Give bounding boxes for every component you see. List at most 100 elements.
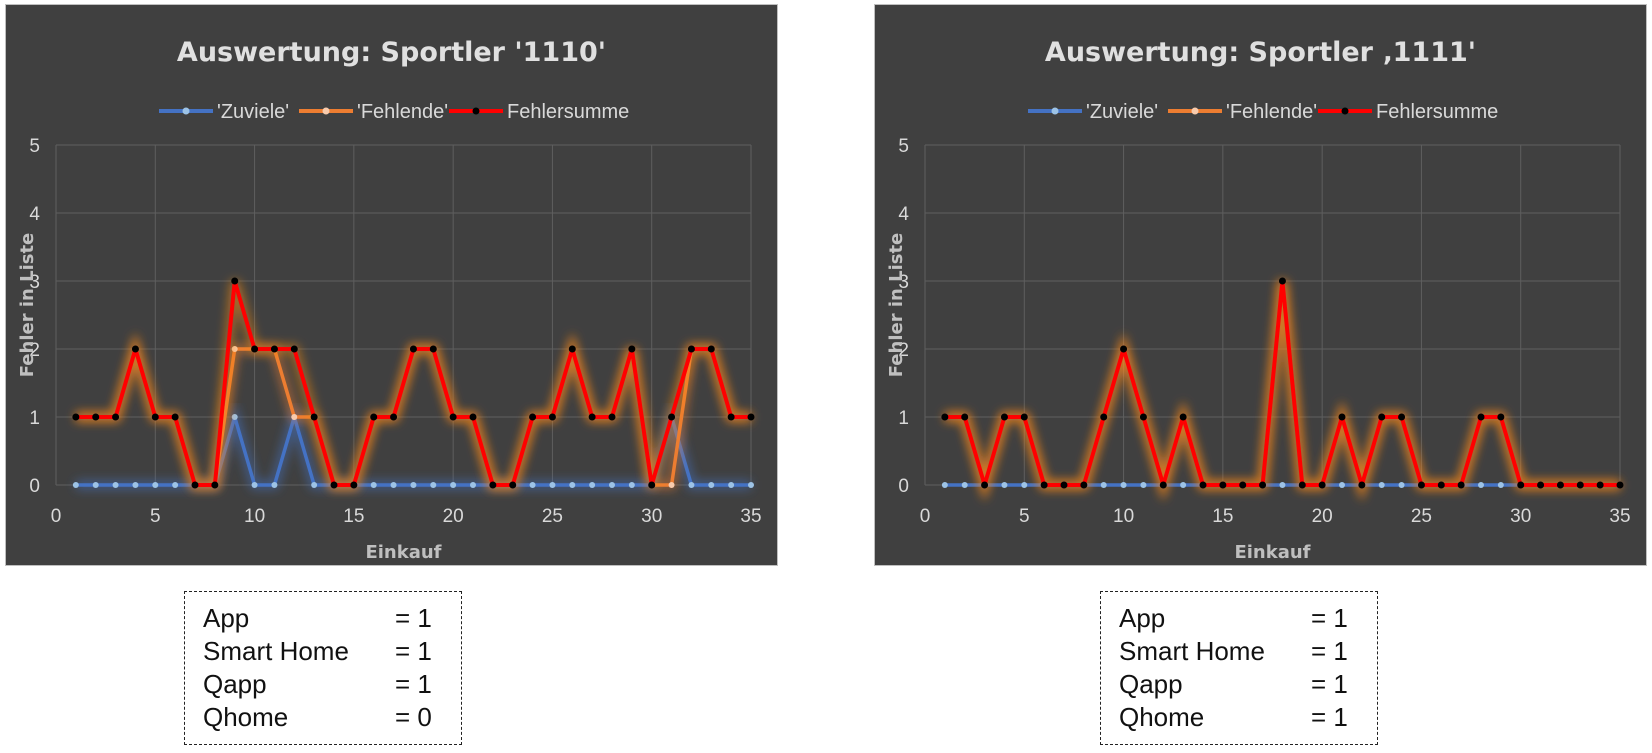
data-point bbox=[1060, 481, 1068, 489]
data-point bbox=[1478, 482, 1484, 488]
y-axis-label: Fehler in Liste bbox=[886, 233, 907, 378]
legend-label: Fehlersumme bbox=[1376, 101, 1498, 123]
data-point bbox=[92, 482, 99, 488]
data-point bbox=[231, 277, 239, 285]
y-tick-label: 4 bbox=[898, 204, 909, 225]
data-point bbox=[1457, 481, 1465, 489]
data-point bbox=[429, 345, 437, 353]
data-point bbox=[1021, 482, 1028, 488]
legend-entry: Fehlersumme bbox=[1318, 101, 1498, 123]
data-point bbox=[132, 482, 139, 488]
data-point bbox=[529, 482, 536, 488]
data-point bbox=[231, 414, 238, 420]
data-point bbox=[1179, 413, 1187, 421]
x-tick-label: 10 bbox=[1113, 506, 1134, 527]
data-point bbox=[1139, 413, 1147, 421]
data-point bbox=[668, 482, 675, 488]
settings-row-qhome: Qhome = 1 bbox=[1119, 701, 1377, 734]
data-point bbox=[152, 482, 159, 488]
data-point bbox=[1140, 482, 1147, 488]
data-point bbox=[1437, 481, 1445, 489]
data-point bbox=[548, 413, 556, 421]
legend-label: 'Fehlende' bbox=[1226, 101, 1317, 123]
settings-key: Qhome bbox=[203, 702, 289, 732]
series-glow bbox=[75, 279, 751, 490]
data-point bbox=[1398, 482, 1405, 488]
settings-key: Smart Home bbox=[1119, 636, 1265, 666]
settings-value: = 1 bbox=[1311, 669, 1348, 699]
data-point bbox=[390, 413, 398, 421]
data-point bbox=[1417, 481, 1425, 489]
data-point bbox=[708, 482, 715, 488]
series-group bbox=[941, 277, 1624, 502]
y-tick-label: 2 bbox=[898, 340, 909, 361]
settings-row-qapp: Qapp = 1 bbox=[1119, 668, 1377, 701]
x-axis-label: Einkauf bbox=[365, 542, 441, 563]
data-point bbox=[1398, 413, 1406, 421]
data-point bbox=[1358, 481, 1366, 489]
x-axis-label: Einkauf bbox=[1234, 542, 1310, 563]
y-tick-label: 3 bbox=[898, 272, 909, 293]
data-point bbox=[310, 413, 318, 421]
data-point bbox=[568, 345, 576, 353]
settings-key: Qhome bbox=[1119, 702, 1205, 732]
data-point bbox=[489, 481, 497, 489]
y-tick-label: 0 bbox=[29, 476, 40, 497]
data-point bbox=[1596, 481, 1604, 489]
y-tick-label: 4 bbox=[29, 204, 40, 225]
data-point bbox=[450, 482, 457, 488]
legend-label: 'Zuviele' bbox=[1086, 101, 1158, 123]
data-point bbox=[941, 482, 948, 488]
chart-title: Auswertung: Sportler '1110' bbox=[177, 37, 606, 68]
data-point bbox=[251, 345, 259, 353]
line-chart-sportler-1111: Auswertung: Sportler ‚1111' 'Zuviele' 'Feh… bbox=[886, 37, 1631, 563]
data-point bbox=[687, 345, 695, 353]
chart-panel-sportler-1111: Auswertung: Sportler ‚1111' 'Zuviele' 'Feh… bbox=[874, 4, 1647, 566]
data-point bbox=[628, 482, 635, 488]
data-point bbox=[1378, 413, 1386, 421]
data-point bbox=[1517, 481, 1525, 489]
settings-row-smart-home: Smart Home = 1 bbox=[1119, 635, 1377, 668]
y-tick-label: 0 bbox=[898, 476, 909, 497]
legend-label: Fehlersumme bbox=[507, 101, 629, 123]
data-point bbox=[1100, 482, 1107, 488]
data-point bbox=[688, 482, 695, 488]
data-point bbox=[549, 482, 556, 488]
data-point bbox=[131, 345, 139, 353]
x-tick-label: 25 bbox=[1411, 506, 1432, 527]
x-tick-label: 30 bbox=[641, 506, 662, 527]
series-group bbox=[72, 277, 755, 490]
settings-value: = 1 bbox=[1311, 702, 1348, 732]
y-tick-label: 5 bbox=[898, 136, 909, 157]
data-point bbox=[1298, 481, 1306, 489]
x-tick-label: 25 bbox=[542, 506, 563, 527]
data-point bbox=[728, 482, 735, 488]
data-point bbox=[1338, 413, 1346, 421]
settings-value: = 1 bbox=[1311, 636, 1348, 666]
data-point bbox=[608, 413, 616, 421]
legend-swatch-marker bbox=[1191, 107, 1199, 115]
data-point bbox=[350, 481, 358, 489]
data-point bbox=[72, 413, 80, 421]
x-tick-label: 0 bbox=[51, 506, 62, 527]
data-point bbox=[1497, 482, 1504, 488]
data-point bbox=[1001, 482, 1008, 488]
legend-swatch-marker bbox=[322, 107, 330, 115]
settings-row-qapp: Qapp = 1 bbox=[203, 668, 461, 701]
data-point bbox=[569, 482, 576, 488]
data-point bbox=[171, 413, 179, 421]
data-point bbox=[151, 413, 159, 421]
data-point bbox=[469, 413, 477, 421]
data-point bbox=[588, 413, 596, 421]
data-point bbox=[628, 345, 636, 353]
settings-row-app: App = 1 bbox=[1119, 602, 1377, 635]
gridlines bbox=[55, 144, 752, 486]
data-point bbox=[727, 413, 735, 421]
settings-key: Smart Home bbox=[203, 636, 349, 666]
settings-row-app: App = 1 bbox=[203, 602, 461, 635]
data-point bbox=[271, 482, 278, 488]
settings-key: App bbox=[1119, 603, 1166, 633]
data-point bbox=[748, 482, 754, 488]
data-point bbox=[1477, 413, 1485, 421]
legend-swatch-marker bbox=[182, 107, 190, 115]
